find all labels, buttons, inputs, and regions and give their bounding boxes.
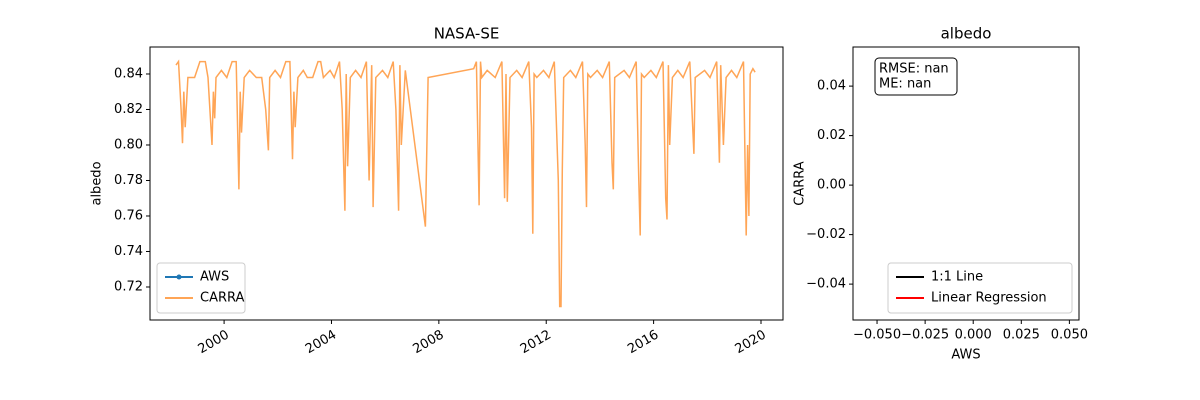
legend-label: CARRA	[200, 291, 245, 306]
y-axis-label: CARRA	[793, 161, 808, 206]
x-axis-label: AWS	[951, 348, 980, 363]
x-tick-label: −0.025	[901, 328, 949, 343]
legend-label: Linear Regression	[931, 291, 1047, 306]
legend: AWS CARRA	[156, 262, 246, 314]
x-tick-label: 2008	[410, 328, 446, 358]
legend: 1:1 Line Linear Regression	[887, 262, 1073, 314]
y-tick-label: 0.76	[114, 208, 143, 223]
chart-panel: NASA-SE albedo 0.72 0.74 0.76 0.78 0.80 0.82 0.8…	[90, 25, 784, 358]
x-tick-label: 0.050	[1051, 328, 1088, 343]
y-tick-label: 0.80	[114, 137, 143, 152]
legend-marker	[176, 274, 182, 280]
legend-frame	[887, 262, 1073, 314]
x-tick-label: −0.050	[853, 328, 901, 343]
x-tick-label: 2012	[518, 328, 554, 358]
chart-title: albedo	[941, 25, 992, 43]
annotation-text: ME: nan	[879, 77, 931, 92]
x-tick-label: 2020	[733, 328, 769, 358]
y-tick-label: 0.72	[114, 279, 143, 294]
y-tick-label: 0.02	[817, 128, 846, 143]
y-tick-label: −0.02	[806, 227, 846, 242]
y-tick-label: 0.78	[114, 173, 143, 188]
y-axis-label: albedo	[90, 161, 105, 205]
x-tick-label: 2004	[303, 328, 339, 358]
y-tick-label: 0.04	[817, 79, 846, 94]
legend-label: AWS	[200, 270, 229, 285]
plot-frame	[149, 46, 784, 321]
chart-panel: albedo CARRA AWS −0.04 −0.02 0.00 0.02 0.04 −0.0…	[793, 25, 1088, 363]
y-tick-label: 0.74	[114, 244, 143, 259]
plot-frame	[852, 46, 1080, 321]
annotation-text: RMSE: nan	[879, 62, 949, 77]
y-tick-label: 0.84	[114, 66, 143, 81]
annotation-box	[874, 57, 958, 96]
x-tick-label: 2000	[196, 328, 232, 358]
y-tick-label: −0.04	[806, 277, 846, 292]
x-tick-label: 0.000	[955, 328, 992, 343]
y-tick-label: 0.00	[817, 178, 846, 193]
legend-label: 1:1 Line	[931, 270, 983, 285]
x-tick-label: 0.025	[1003, 328, 1040, 343]
x-tick-label: 2016	[625, 328, 661, 358]
y-tick-label: 0.82	[114, 102, 143, 117]
chart-title: NASA-SE	[434, 25, 500, 43]
data-line	[175, 59, 756, 308]
